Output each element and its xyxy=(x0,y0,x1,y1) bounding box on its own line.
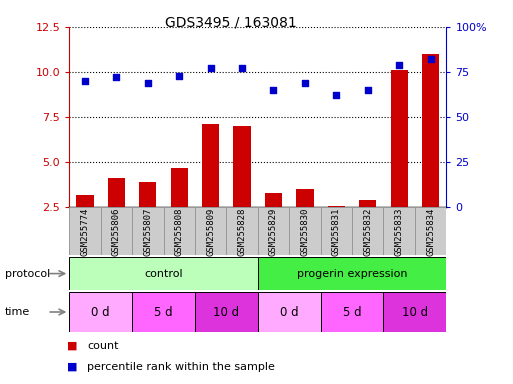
Bar xyxy=(108,179,125,253)
Bar xyxy=(171,168,188,253)
Point xyxy=(269,87,278,93)
Bar xyxy=(101,207,132,255)
Bar xyxy=(359,200,377,253)
Bar xyxy=(202,124,219,253)
Bar xyxy=(258,257,446,290)
Bar xyxy=(132,207,164,255)
Bar xyxy=(383,207,415,255)
Text: protocol: protocol xyxy=(5,268,50,279)
Bar xyxy=(297,189,313,253)
Bar xyxy=(383,292,446,332)
Bar xyxy=(321,207,352,255)
Text: count: count xyxy=(87,341,119,351)
Text: GSM255834: GSM255834 xyxy=(426,207,435,255)
Point xyxy=(426,56,435,63)
Bar xyxy=(69,207,101,255)
Text: time: time xyxy=(5,307,30,317)
Text: GSM255809: GSM255809 xyxy=(206,207,215,255)
Bar xyxy=(328,205,345,253)
Text: GSM255807: GSM255807 xyxy=(143,207,152,255)
Bar xyxy=(132,292,195,332)
Point xyxy=(301,80,309,86)
Bar xyxy=(289,207,321,255)
Text: GSM255830: GSM255830 xyxy=(301,207,309,255)
Bar xyxy=(233,126,251,253)
Text: percentile rank within the sample: percentile rank within the sample xyxy=(87,362,275,372)
Text: GDS3495 / 163081: GDS3495 / 163081 xyxy=(165,15,297,29)
Point xyxy=(395,62,403,68)
Bar xyxy=(226,207,258,255)
Point xyxy=(207,65,215,71)
Point xyxy=(175,73,183,79)
Text: GSM255828: GSM255828 xyxy=(238,207,247,255)
Text: ■: ■ xyxy=(67,362,77,372)
Text: GSM255831: GSM255831 xyxy=(332,207,341,255)
Text: GSM255806: GSM255806 xyxy=(112,207,121,255)
Text: 0 d: 0 d xyxy=(91,306,110,318)
Bar xyxy=(195,207,226,255)
Bar xyxy=(390,70,408,253)
Bar xyxy=(258,292,321,332)
Text: GSM255833: GSM255833 xyxy=(394,207,404,255)
Text: GSM255808: GSM255808 xyxy=(175,207,184,255)
Text: 10 d: 10 d xyxy=(402,306,428,318)
Bar xyxy=(139,182,156,253)
Bar xyxy=(415,207,446,255)
Text: progerin expression: progerin expression xyxy=(297,268,407,279)
Bar xyxy=(164,207,195,255)
Text: 10 d: 10 d xyxy=(213,306,240,318)
Point xyxy=(238,65,246,71)
Bar xyxy=(352,207,383,255)
Point xyxy=(332,93,341,99)
Bar xyxy=(69,257,258,290)
Bar xyxy=(422,54,439,253)
Bar xyxy=(69,292,132,332)
Bar xyxy=(321,292,383,332)
Point xyxy=(144,80,152,86)
Bar xyxy=(258,207,289,255)
Point xyxy=(112,74,121,81)
Point xyxy=(81,78,89,84)
Text: control: control xyxy=(144,268,183,279)
Bar xyxy=(76,195,93,253)
Text: GSM255829: GSM255829 xyxy=(269,207,278,255)
Text: ■: ■ xyxy=(67,341,77,351)
Text: GSM255774: GSM255774 xyxy=(81,207,89,255)
Point xyxy=(364,87,372,93)
Bar xyxy=(265,193,282,253)
Text: GSM255832: GSM255832 xyxy=(363,207,372,255)
Text: 0 d: 0 d xyxy=(280,306,299,318)
Text: 5 d: 5 d xyxy=(154,306,173,318)
Text: 5 d: 5 d xyxy=(343,306,361,318)
Bar xyxy=(195,292,258,332)
